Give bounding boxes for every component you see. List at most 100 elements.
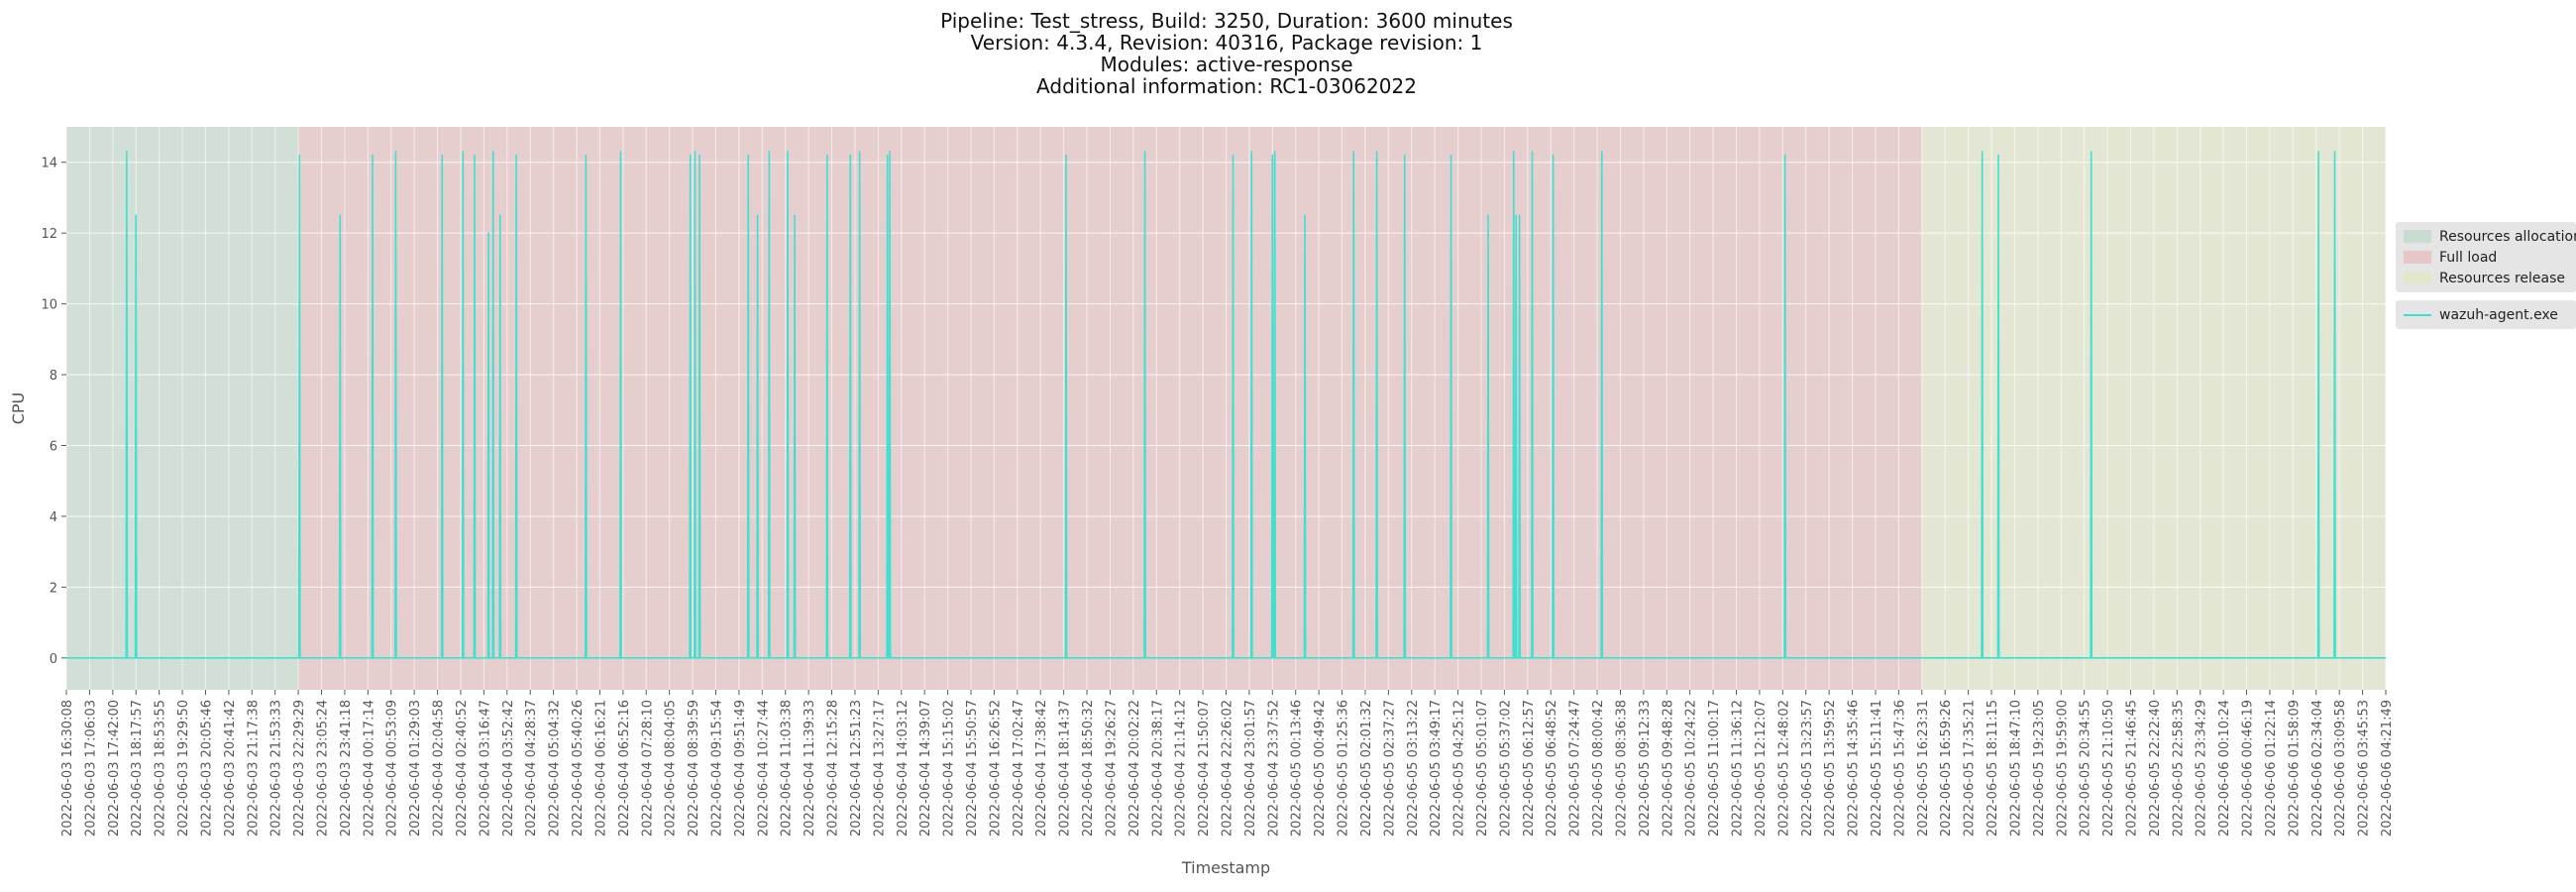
series-0-peak-29: [1143, 151, 1146, 153]
series-line-0: [66, 152, 2386, 659]
x-tick-label-23: 2022-06-04 06:16:21: [593, 700, 608, 836]
x-tick-label-98: 2022-06-06 03:09:58: [2333, 700, 2348, 836]
series-0-peak-44: [1552, 154, 1555, 157]
series-0-peak-39: [1487, 214, 1489, 217]
title-line-additional-info: Additional information: RC1-03062022: [1036, 74, 1417, 98]
x-tick-label-38: 2022-06-04 15:15:02: [942, 700, 957, 836]
series-0-peak-3: [339, 214, 342, 217]
series-0-peak-4: [372, 154, 374, 157]
x-tick-label-17: 2022-06-04 02:40:52: [455, 700, 470, 836]
series-0-peak-49: [2090, 151, 2093, 153]
x-tick-label-96: 2022-06-06 01:58:09: [2287, 700, 2302, 836]
series-0-peak-16: [694, 151, 697, 153]
x-tick-label-81: 2022-06-05 16:59:26: [1939, 700, 1954, 836]
series-0-peak-11: [498, 214, 501, 217]
series-0-peak-23: [826, 154, 828, 157]
x-tick-label-24: 2022-06-04 06:52:16: [617, 700, 632, 836]
x-tick-label-45: 2022-06-04 19:26:27: [1104, 700, 1119, 836]
series-0-peak-1: [135, 214, 138, 217]
x-tick-label-71: 2022-06-05 11:00:17: [1707, 700, 1722, 836]
y-tick-label-5: 10: [41, 298, 57, 313]
x-tick-label-67: 2022-06-05 08:36:38: [1614, 700, 1629, 836]
y-tick-label-3: 6: [50, 440, 57, 455]
x-tick-label-5: 2022-06-03 19:29:50: [176, 700, 191, 836]
x-tick-label-83: 2022-06-05 18:11:15: [1986, 700, 2000, 836]
x-tick-label-94: 2022-06-06 00:46:19: [2241, 700, 2256, 836]
x-tick-label-20: 2022-06-04 04:28:37: [524, 700, 539, 836]
x-tick-label-93: 2022-06-06 00:10:24: [2217, 700, 2232, 836]
y-axis-label: CPU: [9, 392, 28, 425]
x-tick-label-41: 2022-06-04 17:02:47: [1012, 700, 1026, 836]
x-tick-label-29: 2022-06-04 09:51:49: [733, 700, 748, 836]
series-0-peak-5: [394, 151, 397, 153]
series-0-peak-37: [1403, 154, 1406, 157]
series-0-peak-27: [889, 151, 891, 153]
series-0-peak-31: [1250, 151, 1253, 153]
x-tick-label-2: 2022-06-03 17:42:00: [107, 700, 122, 836]
plot-area: 0 2 4 6 8 10 12 14 2022-06-03 16:30:08 2022-06-03…: [41, 127, 2395, 836]
x-tick-label-31: 2022-06-04 11:03:38: [780, 700, 795, 836]
x-tick-label-76: 2022-06-05 13:59:52: [1823, 700, 1838, 836]
series-0-peak-43: [1531, 151, 1534, 153]
x-tick-label-40: 2022-06-04 16:26:52: [988, 700, 1003, 836]
x-tick-label-35: 2022-06-04 13:27:17: [872, 700, 887, 836]
x-tick-label-97: 2022-06-06 02:34:04: [2310, 700, 2325, 836]
series-0-peak-33: [1273, 151, 1276, 153]
legend-label-full-load: Full load: [2439, 249, 2498, 266]
x-tick-label-9: 2022-06-03 21:53:33: [269, 700, 284, 836]
x-tick-label-57: 2022-06-05 02:37:27: [1382, 700, 1397, 836]
x-tick-label-99: 2022-06-06 03:45:53: [2357, 700, 2372, 836]
series-0-peak-41: [1515, 214, 1517, 217]
x-tick-label-52: 2022-06-04 23:37:52: [1266, 700, 1281, 836]
x-tick-label-87: 2022-06-05 20:34:55: [2079, 700, 2093, 836]
x-tick-label-92: 2022-06-05 23:34:29: [2195, 700, 2209, 836]
series-0-peak-19: [756, 214, 759, 217]
x-tick-label-58: 2022-06-05 03:13:22: [1406, 700, 1421, 836]
x-tick-label-1: 2022-06-03 17:06:03: [83, 700, 98, 836]
x-tick-label-16: 2022-06-04 02:04:58: [432, 700, 447, 836]
x-tick-label-25: 2022-06-04 07:28:10: [640, 700, 655, 836]
series-0-peak-7: [462, 151, 465, 153]
x-tick-label-75: 2022-06-05 13:23:57: [1800, 700, 1815, 836]
x-tick-label-32: 2022-06-04 11:39:33: [803, 700, 817, 836]
x-tick-label-34: 2022-06-04 12:51:23: [849, 700, 864, 836]
series-0-peak-18: [747, 154, 750, 157]
series-0-peak-28: [1065, 154, 1067, 157]
title-line-modules: Modules: active-response: [1100, 53, 1353, 76]
series-0-peak-30: [1232, 154, 1234, 157]
x-tick-label-55: 2022-06-05 01:25:36: [1337, 700, 1351, 836]
legend-swatch-allocation: [2404, 230, 2431, 243]
series-0-peak-42: [1518, 214, 1521, 217]
series-0-peak-34: [1304, 214, 1306, 217]
series-0-peak-14: [619, 151, 622, 153]
x-tick-label-39: 2022-06-04 15:50:57: [965, 700, 980, 836]
x-tick-label-13: 2022-06-04 00:17:14: [362, 700, 376, 836]
x-tick-label-62: 2022-06-05 05:37:02: [1498, 700, 1513, 836]
legend-label-release: Resources release: [2439, 270, 2565, 286]
x-tick-label-30: 2022-06-04 10:27:44: [756, 700, 771, 836]
series-0-peak-17: [698, 154, 700, 157]
series-0-peak-46: [1783, 154, 1786, 157]
series-0-peak-40: [1512, 151, 1515, 153]
series-0-peak-13: [585, 154, 588, 157]
x-tick-label-91: 2022-06-05 22:58:35: [2171, 700, 2186, 836]
x-tick-label-10: 2022-06-03 22:29:29: [292, 700, 307, 836]
series-0-peak-47: [1981, 151, 1984, 153]
x-tick-label-73: 2022-06-05 12:12:07: [1754, 700, 1769, 836]
legend-item-wazuh-agent: wazuh-agent.exe: [2396, 304, 2576, 325]
y-tick-label-0: 0: [50, 652, 57, 667]
legend-item-full-load: Full load: [2396, 247, 2576, 268]
series-0-peak-22: [794, 214, 796, 217]
x-tick-label-27: 2022-06-04 08:39:59: [687, 700, 701, 836]
x-tick-label-4: 2022-06-03 18:53:55: [154, 700, 168, 836]
x-tick-label-88: 2022-06-05 21:10:50: [2101, 700, 2116, 836]
x-tick-label-100: 2022-06-06 04:21:49: [2380, 700, 2395, 836]
series-0-peak-48: [1997, 154, 1999, 157]
legend-swatch-release: [2404, 272, 2431, 284]
x-tick-label-77: 2022-06-05 14:35:46: [1847, 700, 1862, 836]
x-tick-label-33: 2022-06-04 12:15:28: [826, 700, 841, 836]
series-0-peak-21: [787, 151, 789, 153]
x-tick-label-21: 2022-06-04 05:04:32: [548, 700, 563, 836]
